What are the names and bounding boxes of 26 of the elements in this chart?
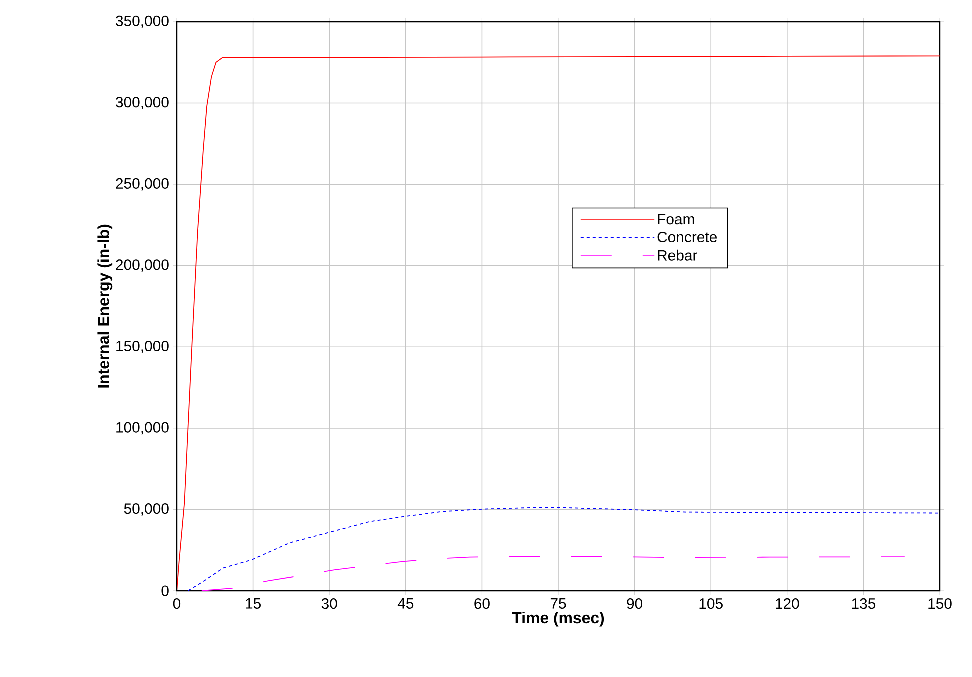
y-tick-label: 150,000 bbox=[116, 340, 169, 354]
x-tick-label: 90 bbox=[627, 598, 643, 610]
x-tick-label: 45 bbox=[398, 598, 414, 609]
x-tick-label: 105 bbox=[700, 598, 723, 610]
x-tick-label: 75 bbox=[550, 598, 566, 609]
y-tick-label: 50,000 bbox=[124, 504, 169, 516]
y-axis-title: Internal Energy (in-lb) bbox=[98, 224, 113, 388]
y-tick-label: 350,000 bbox=[116, 16, 169, 28]
x-tick-label: 120 bbox=[776, 598, 800, 610]
line-series bbox=[177, 56, 940, 591]
x-tick-label: 135 bbox=[852, 598, 876, 610]
y-tick-label: 0 bbox=[162, 586, 169, 596]
legend-label: Foam bbox=[658, 214, 694, 225]
x-tick-label: 150 bbox=[928, 598, 952, 610]
legend-label: Rebar bbox=[658, 250, 698, 261]
x-tick-label: 15 bbox=[246, 598, 261, 609]
y-tick-label: 300,000 bbox=[116, 97, 169, 110]
y-tick-label: 100,000 bbox=[116, 422, 169, 435]
legend-label: Concrete bbox=[658, 232, 717, 243]
x-tick-label: 30 bbox=[322, 598, 338, 610]
x-axis-title: Time (msec) bbox=[512, 612, 604, 627]
y-tick-label: 250,000 bbox=[116, 178, 169, 191]
x-tick-label: 0 bbox=[173, 598, 181, 610]
x-tick-label: 60 bbox=[474, 598, 490, 610]
line-series bbox=[188, 507, 940, 591]
y-tick-label: 200,000 bbox=[116, 260, 169, 272]
